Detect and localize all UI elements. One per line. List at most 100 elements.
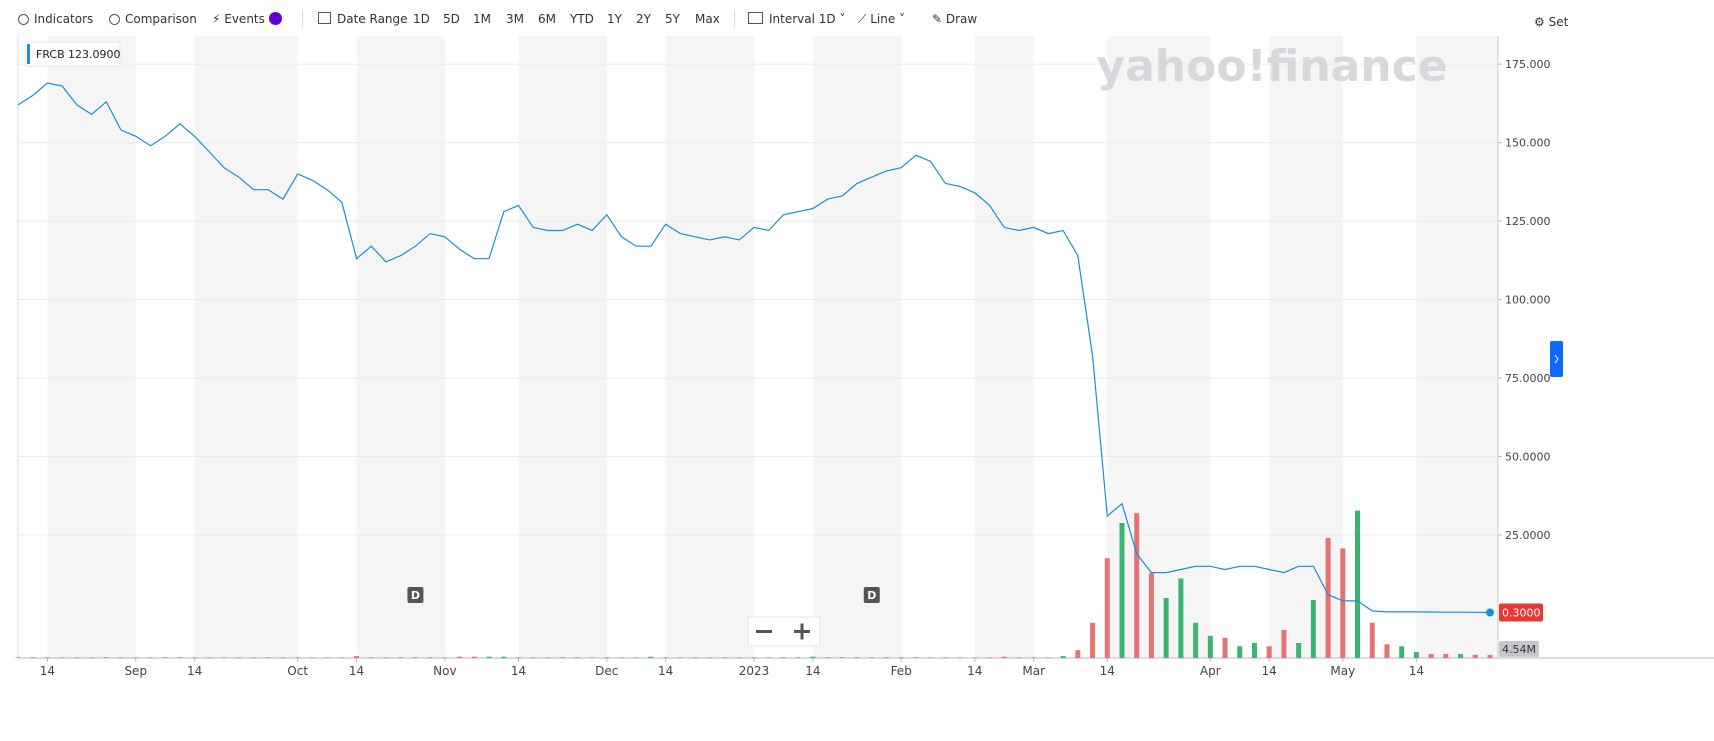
legend-swatch <box>27 44 30 64</box>
volume-bar <box>1428 654 1434 658</box>
x-tick-label: 14 <box>805 664 820 678</box>
volume-bar <box>1458 654 1464 658</box>
range-button[interactable]: 1D <box>413 12 430 26</box>
volume-bar <box>354 656 360 658</box>
background <box>18 36 1498 658</box>
legend-box <box>24 41 121 67</box>
volume-bar <box>810 656 816 658</box>
volume-bar <box>898 657 904 658</box>
volume-bar <box>619 657 625 658</box>
volume-bar <box>1251 643 1257 658</box>
dividend-label: D <box>867 589 876 602</box>
x-tick-label: 14 <box>1100 664 1115 678</box>
volume-bar <box>309 657 315 658</box>
x-tick-label: 14 <box>40 664 55 678</box>
month-stripe <box>1269 36 1343 658</box>
volume-bar <box>604 657 610 658</box>
label: Draw <box>945 12 978 26</box>
settings-button[interactable]: ⚙ Set <box>1534 15 1569 29</box>
volume-bar <box>1148 573 1154 658</box>
volume-bar <box>707 657 713 658</box>
volume-bar <box>280 657 286 658</box>
y-tick-label: 25.0000 <box>1505 529 1551 542</box>
range-button[interactable]: 6M <box>538 12 556 26</box>
volume-bar <box>177 657 183 658</box>
volume-bar <box>1001 656 1007 658</box>
dividend-label: D <box>411 589 420 602</box>
volume-bar <box>648 656 654 658</box>
range-button[interactable]: 5Y <box>665 12 680 26</box>
volume-bar <box>324 657 330 658</box>
x-tick-label: 14 <box>658 664 673 678</box>
volume-bar <box>854 657 860 658</box>
volume-bar <box>1413 652 1419 658</box>
range-button[interactable]: 1M <box>473 12 491 26</box>
volume-bar <box>1266 646 1272 658</box>
volume-bar <box>30 657 36 658</box>
interval-button[interactable]: Interval 1D ˅ <box>748 12 846 26</box>
zoom-out[interactable] <box>756 630 772 633</box>
x-tick-label: 14 <box>1409 664 1424 678</box>
date-range-button[interactable]: Date Range <box>318 12 408 26</box>
volume-tag-label: 4.54M <box>1502 643 1536 656</box>
x-tick-label: Nov <box>433 664 456 678</box>
month-stripe <box>356 36 445 658</box>
range-button[interactable]: 5D <box>443 12 460 26</box>
volume-bar <box>825 657 831 658</box>
zoom-in[interactable] <box>794 623 810 640</box>
volume-bar <box>1487 655 1493 658</box>
side-panel-tab[interactable] <box>1550 341 1563 377</box>
volume-bar <box>1163 598 1169 658</box>
volume-bar <box>1075 650 1081 658</box>
volume-bar <box>1134 513 1140 658</box>
volume-bar <box>1472 654 1478 658</box>
volume-bar <box>1178 578 1184 658</box>
volume-bar <box>1119 523 1125 658</box>
tab-arrow <box>1554 354 1559 364</box>
toolbar: Indicators Comparison ⚡ Events Date Rang… <box>0 0 1714 36</box>
range-button[interactable]: 2Y <box>636 12 651 26</box>
events-button[interactable]: ⚡ Events <box>212 12 282 26</box>
y-tick-label: 75.0000 <box>1505 372 1551 385</box>
x-tick-label: Sep <box>124 664 147 678</box>
chart-type-button[interactable]: ⟋ Line ˅ <box>858 12 906 26</box>
x-tick-label: 14 <box>1262 664 1277 678</box>
volume-bar <box>972 657 978 658</box>
volume-bar <box>59 657 65 658</box>
volume-bar <box>1207 635 1213 658</box>
month-stripe <box>1416 36 1498 658</box>
volume-bar <box>442 657 448 658</box>
volume-bar <box>118 657 124 658</box>
separator <box>734 10 735 28</box>
volume-bar <box>942 657 948 658</box>
x-tick-label: 14 <box>511 664 526 678</box>
volume-bar <box>545 657 551 658</box>
range-button[interactable]: 1Y <box>607 12 622 26</box>
indicators-button[interactable]: Indicators <box>18 12 93 26</box>
volume-bar <box>147 657 153 658</box>
volume-bar <box>251 657 257 658</box>
dividend-marker <box>863 587 880 603</box>
volume-bar <box>1281 629 1287 658</box>
volume-bar <box>74 657 80 658</box>
x-tick-label: 14 <box>187 664 202 678</box>
legend: FRCB 123.0900 <box>24 41 121 67</box>
label: Interval <box>769 12 815 26</box>
range-button[interactable]: 3M <box>506 12 524 26</box>
month-stripe <box>47 36 136 658</box>
comparison-button[interactable]: Comparison <box>109 12 197 26</box>
dividend-marker <box>407 587 424 603</box>
volume-bar <box>1031 657 1037 658</box>
chart: yahoo!finance FRCB 123.0900 175.000 150.0… <box>15 36 1714 678</box>
volume-bar <box>928 657 934 658</box>
range-button[interactable]: YTD <box>570 12 594 26</box>
range-button[interactable]: Max <box>695 12 720 26</box>
volume-bar <box>633 657 639 658</box>
volume-bar <box>1104 558 1110 658</box>
label: 1D <box>818 12 836 26</box>
volume-bar <box>663 657 669 658</box>
volume-bar <box>457 656 463 658</box>
month-stripe <box>194 36 298 658</box>
legend-name: FRCB <box>36 48 65 61</box>
draw-button[interactable]: ✎ Draw <box>932 12 978 26</box>
